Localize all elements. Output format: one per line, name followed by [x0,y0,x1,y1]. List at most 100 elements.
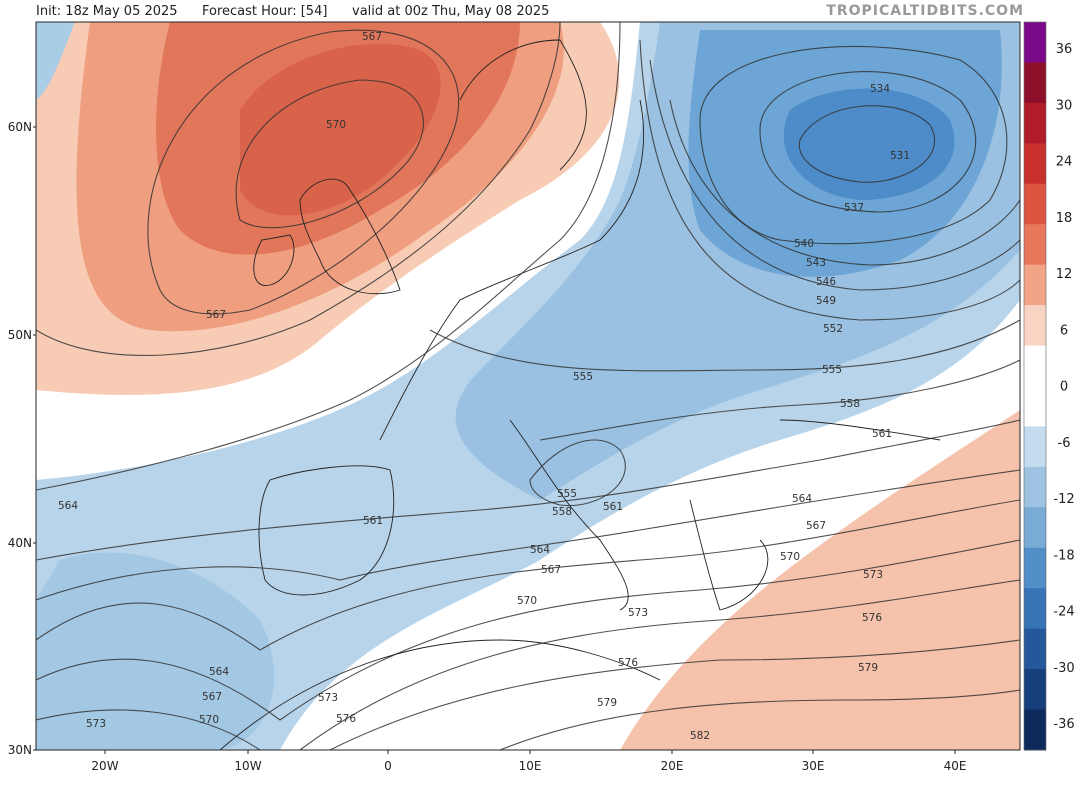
contour-label: 561 [603,501,623,513]
colorbar: 36 30 24 18 12 6 0 -6 -12 -18 -24 -30 -36 [1023,21,1075,751]
contour-line [235,79,424,229]
contour-label: 549 [816,295,836,307]
source-watermark: TROPICALTIDBITS.COM [826,3,1024,19]
longitude-label: 0 [384,759,392,773]
colorbar-label: 6 [1060,323,1068,338]
warm-anomaly [620,410,1020,750]
contour-line [36,22,621,491]
contour-line [529,439,626,507]
forecast-hour: Forecast Hour: [54] [202,4,327,19]
contour-label: 567 [206,309,226,321]
colorbar-label: 0 [1060,380,1068,395]
contour-label: 567 [806,520,826,532]
map-frame [35,21,1021,751]
contour-label: 567 [202,691,222,703]
contour-label: 561 [363,515,383,527]
colorbar-swatch [1024,102,1046,144]
contour-label: 534 [870,83,890,95]
longitude-label: 20E [661,759,684,773]
colorbar-label: -24 [1053,605,1074,620]
contour-label: 546 [816,276,836,288]
contour-label: 570 [199,714,219,726]
contour-label: 564 [792,493,812,505]
contour-line [669,99,1020,266]
contour-label: 537 [844,202,864,214]
contour-label: 576 [618,657,638,669]
contour-label: 570 [326,119,346,131]
longitude-label: 10E [519,759,542,773]
contour-line [36,469,1020,601]
colorbar-label: 30 [1056,98,1073,113]
latitude-label: 60N [8,120,32,134]
contour-label: 561 [872,428,892,440]
contour-label: 570 [517,595,537,607]
contour-label: 573 [628,607,648,619]
contour-line [36,499,1020,651]
contour-label: 555 [557,488,577,500]
contour-line [759,71,977,213]
contour-label: 567 [541,564,561,576]
contour-line [649,59,1020,291]
warm-anomaly-core [240,43,441,216]
contour-label: 573 [86,718,106,730]
contour-line [147,29,460,315]
cold-anomaly-core [783,88,955,200]
valid-time: valid at 00z Thu, May 08 2025 [352,4,549,19]
contour-label: 573 [863,569,883,581]
latitude-label: 40N [8,536,32,550]
colorbar-swatch [1024,183,1046,225]
contour-line [36,22,561,357]
coastline [219,419,941,750]
contour-line [36,419,1020,561]
contour-line [499,689,1020,750]
contour-line [699,45,1008,245]
colorbar-frame [1023,21,1047,751]
coastline [253,178,401,295]
contour-label: 555 [822,364,842,376]
colorbar-swatch [1024,386,1046,427]
colorbar-label: -12 [1053,492,1074,507]
colorbar-swatch [1024,588,1046,630]
contour-label: 564 [58,500,78,512]
contour-label: 576 [336,713,356,725]
contour-label: 567 [362,31,382,43]
contour-line [539,359,1020,441]
colorbar-swatch [1024,224,1046,266]
contour-label: 531 [890,150,910,162]
cold-anomaly [36,22,75,100]
map-area [36,22,1020,750]
contour-label: 558 [552,506,572,518]
contour-label: 564 [209,666,229,678]
longitude-label: 40E [944,759,967,773]
axis-labels: 60N 50N 40N 30N 20W 10W 0 10E 20E 30E 40E [8,120,967,773]
contour-label: 558 [840,398,860,410]
latitude-label: 50N [8,328,32,342]
contour-label: 573 [318,692,338,704]
contour-line [429,319,1020,372]
colorbar-label: -6 [1058,436,1071,451]
contour-label: 543 [806,257,826,269]
coastline [258,39,645,611]
colorbar-label: 24 [1056,155,1073,170]
contour-label: 540 [794,238,814,250]
colorbar-label: 12 [1056,267,1073,282]
contour-label: 582 [690,730,710,742]
contour-label: 552 [823,323,843,335]
colorbar-swatch [1024,22,1046,63]
colorbar-swatch [1024,547,1046,589]
contour-label: 555 [573,371,593,383]
longitude-label: 30E [802,759,825,773]
colorbar-label: -18 [1053,548,1074,563]
colorbar-label: -30 [1053,661,1074,676]
colorbar-swatch [1024,466,1046,508]
init-label: Init: 18z May 05 2025 [36,4,178,19]
longitude-label: 10W [234,759,261,773]
contour-label: 579 [858,662,878,674]
contour-line [329,639,1020,750]
colorbar-swatch [1024,264,1046,306]
contour-label: 576 [862,612,882,624]
colorbar-swatch [1024,143,1046,185]
colorbar-label: -36 [1053,717,1074,732]
